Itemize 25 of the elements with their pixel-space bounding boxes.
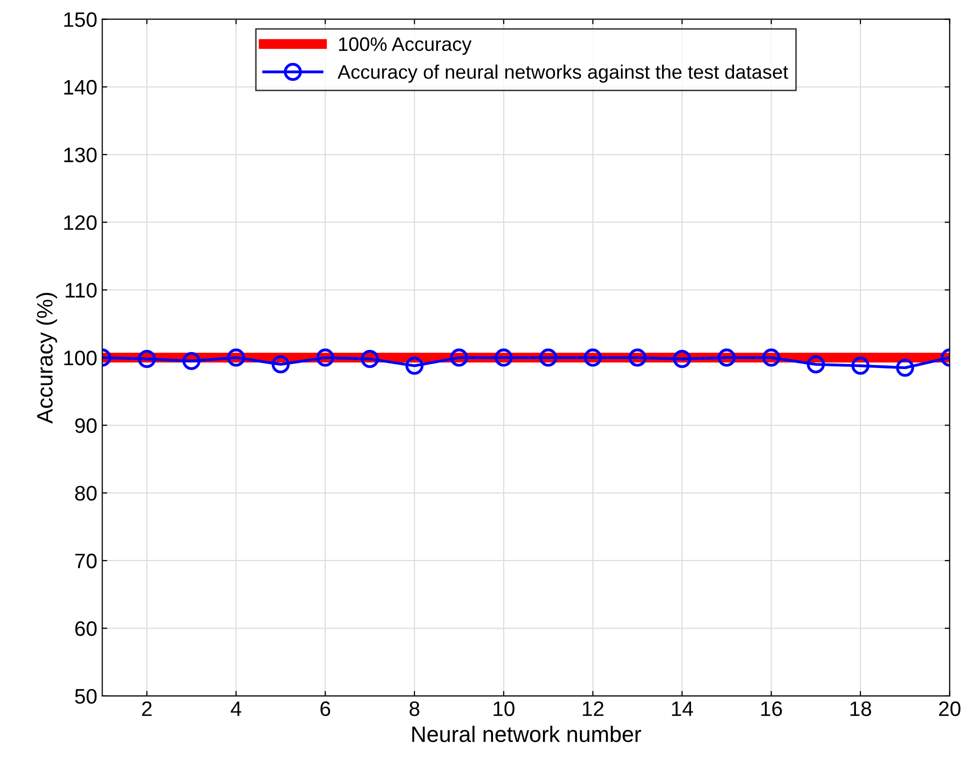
y-tick-label: 130 [64,148,97,162]
y-tick-label: 60 [75,621,97,636]
x-tick-label: 20 [939,701,960,716]
y-tick-label: 120 [64,215,97,230]
y-tick-label: 150 [64,12,97,27]
legend-label: 100% Accuracy [339,37,472,55]
legend-label: Accuracy of neural networks against the test dataset [338,64,788,83]
y-tick-label: 50 [75,688,97,704]
y-tick-label: 110 [66,282,97,298]
y-tick-label: 100 [64,350,97,366]
y-tick-label: 80 [75,486,97,501]
y-axis-title: Accuracy (%) [36,292,58,424]
x-tick-label: 14 [672,702,694,716]
x-tick-label: 2 [142,701,152,716]
x-tick-label: 10 [494,701,514,716]
y-tick-label: 140 [64,80,97,95]
x-tick-label: 6 [320,701,330,716]
x-tick-label: 4 [230,702,242,716]
x-tick-label: 16 [761,701,782,716]
y-tick-label: 70 [75,554,97,568]
x-tick-label: 18 [850,701,872,716]
y-tick-label: 90 [75,418,97,434]
x-tick-label: 8 [410,701,420,716]
x-tick-label: 12 [582,701,604,716]
x-axis-title: Neural network number [412,726,642,742]
